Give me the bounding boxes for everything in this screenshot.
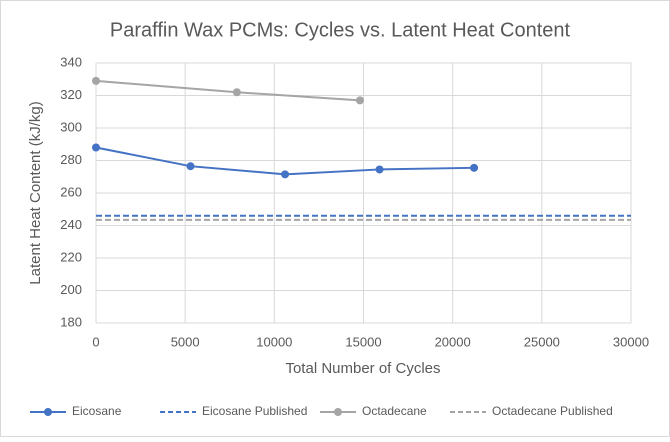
data-point — [281, 170, 290, 179]
x-axis-label: Total Number of Cycles — [285, 360, 440, 377]
y-tick-label: 340 — [60, 54, 82, 69]
x-tick-label: 10000 — [256, 334, 292, 349]
x-tick-label: 15000 — [345, 334, 381, 349]
x-tick-label: 5000 — [171, 334, 200, 349]
y-tick-label: 240 — [60, 217, 82, 232]
data-point — [232, 88, 241, 97]
legend-label: Eicosane Published — [202, 404, 307, 418]
x-tick-label: 25000 — [524, 334, 560, 349]
y-tick-label: 320 — [60, 87, 82, 102]
legend-label: Eicosane — [72, 404, 122, 418]
chart-title: Paraffin Wax PCMs: Cycles vs. Latent Hea… — [110, 19, 571, 41]
data-point — [375, 165, 384, 174]
y-tick-label: 260 — [60, 184, 82, 199]
y-axis-label: Latent Heat Content (kJ/kg) — [27, 101, 44, 284]
data-point — [92, 143, 100, 152]
y-tick-label: 180 — [60, 314, 82, 329]
y-tick-label: 220 — [60, 249, 82, 264]
legend-label: Octadecane — [362, 404, 427, 418]
legend-marker — [334, 408, 342, 416]
x-tick-label: 0 — [92, 334, 99, 349]
data-point — [470, 163, 479, 172]
x-tick-label: 20000 — [435, 334, 471, 349]
legend-marker — [44, 408, 52, 416]
y-tick-label: 280 — [60, 152, 82, 167]
data-point — [355, 96, 364, 105]
y-tick-label: 300 — [60, 119, 82, 134]
legend-label: Octadecane Published — [492, 404, 613, 418]
data-point — [92, 76, 100, 85]
y-tick-label: 200 — [60, 282, 82, 297]
x-tick-label: 30000 — [613, 334, 649, 349]
data-point — [186, 162, 195, 171]
